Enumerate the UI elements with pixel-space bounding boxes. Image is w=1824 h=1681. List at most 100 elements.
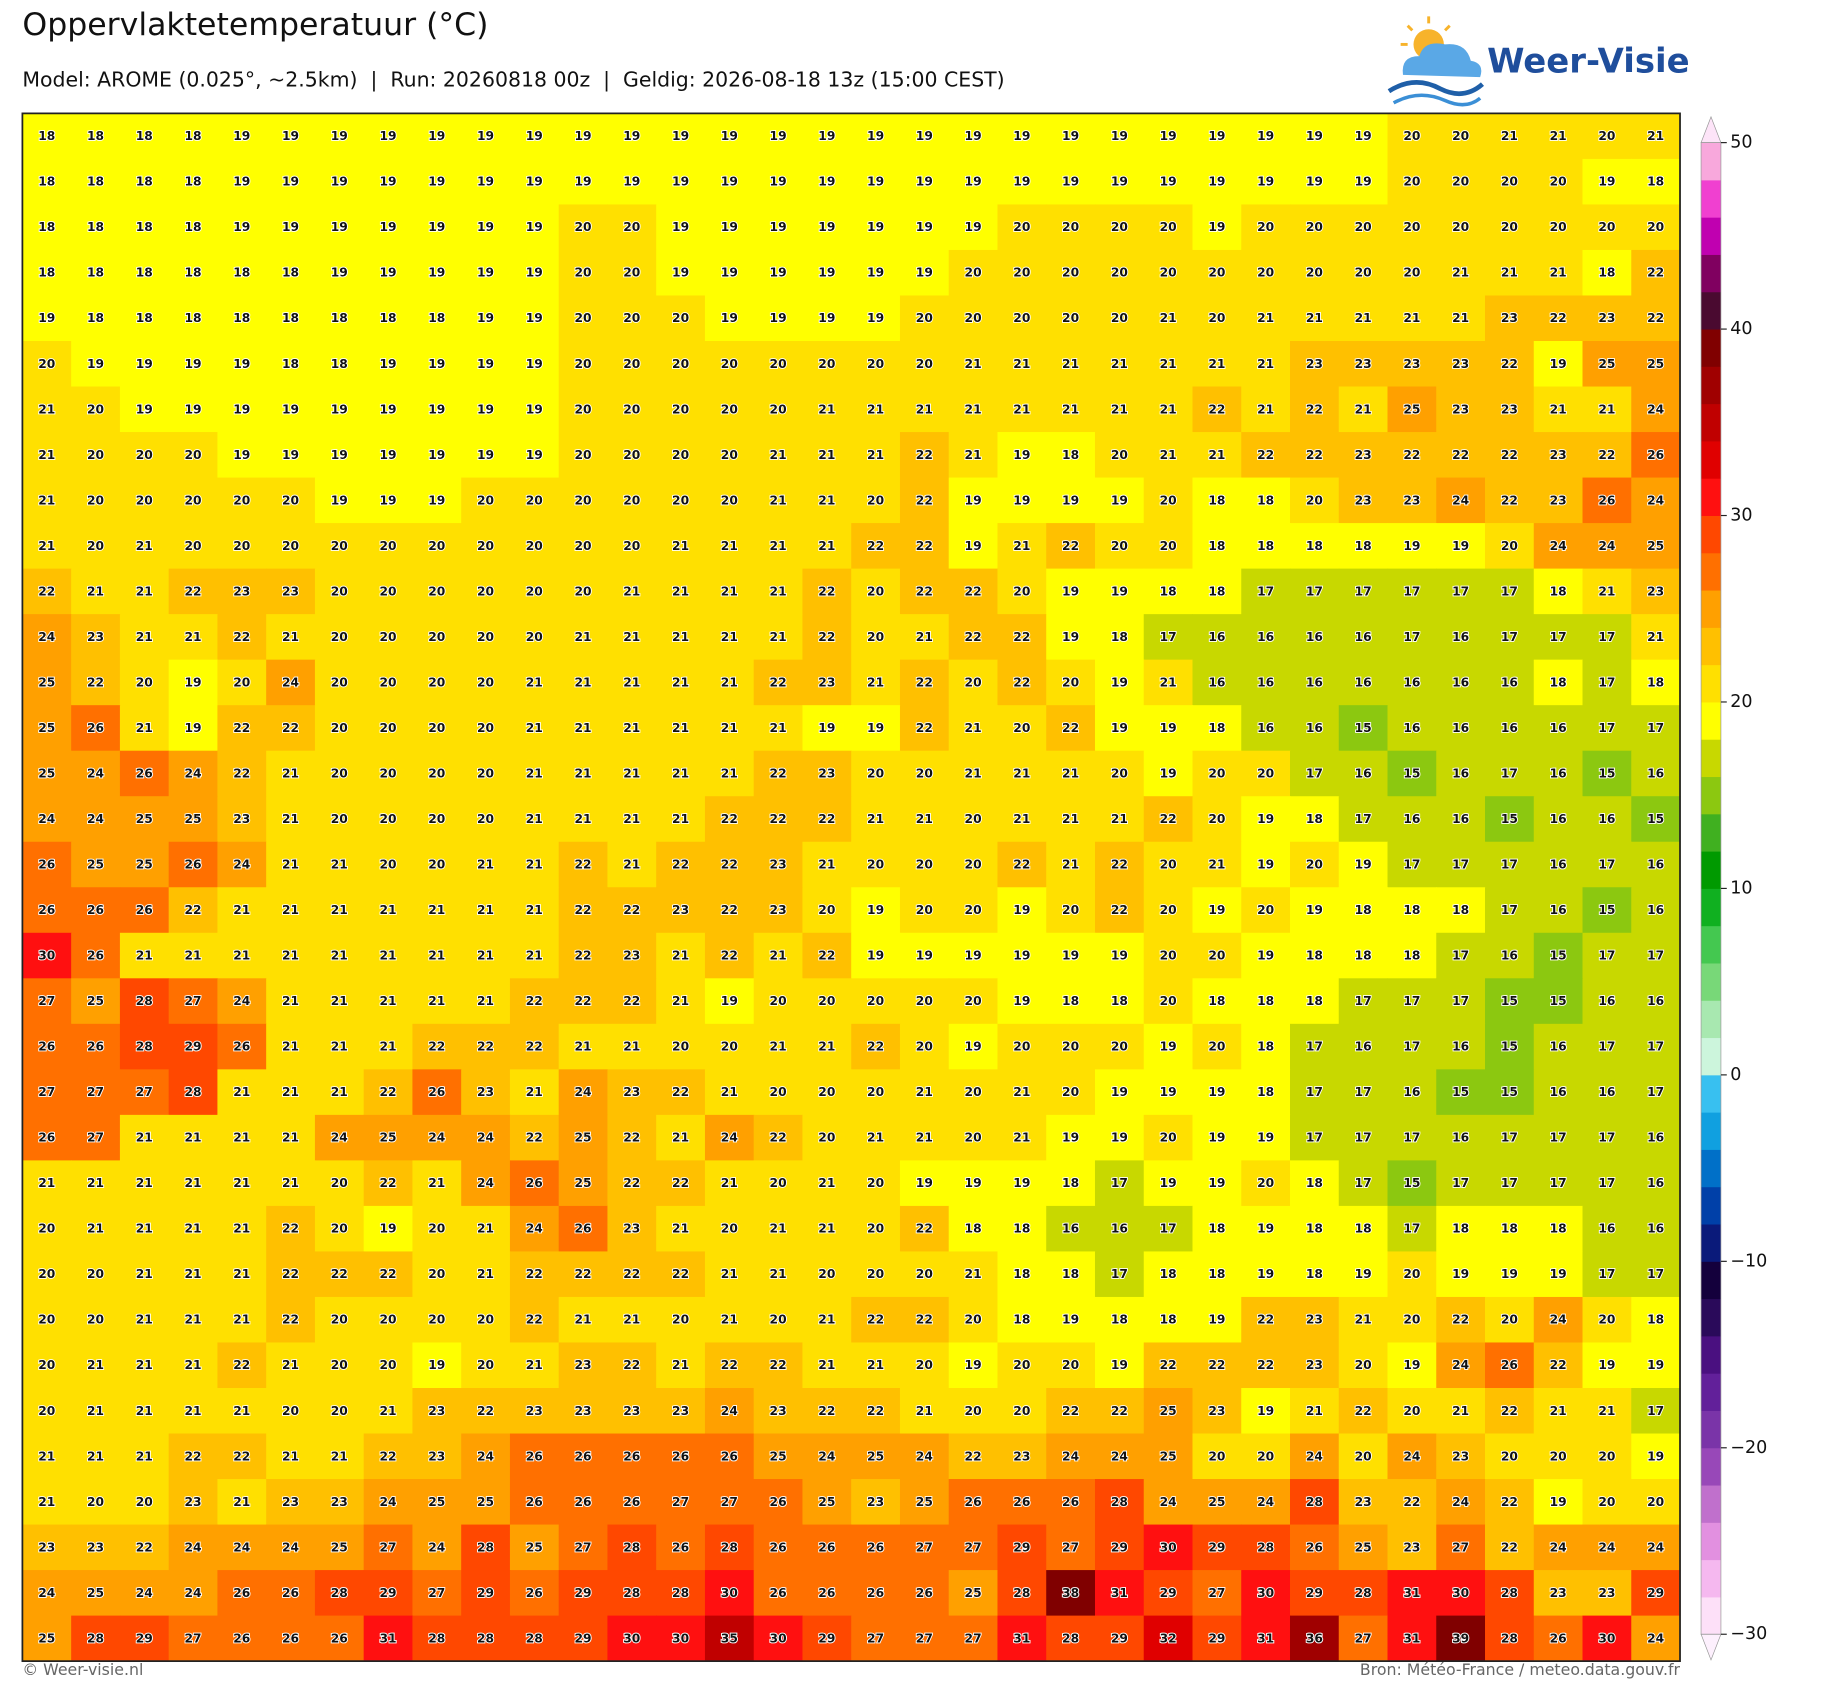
temperature-label: 28	[1501, 1631, 1518, 1645]
temperature-cell	[948, 887, 999, 934]
temperature-label: 22	[721, 857, 738, 871]
temperature-cell	[948, 295, 999, 342]
temperature-cell	[1289, 614, 1340, 661]
temperature-cell	[1192, 477, 1242, 524]
temperature-label: 22	[526, 994, 543, 1008]
temperature-cell	[1631, 204, 1681, 251]
temperature-cell	[997, 340, 1047, 388]
temperature-label: 27	[575, 1540, 592, 1554]
temperature-label: 22	[623, 1176, 640, 1190]
temperature-cell	[168, 204, 219, 251]
temperature-label: 20	[87, 448, 104, 462]
temperature-label: 22	[916, 493, 933, 507]
temperature-label: 19	[1111, 1085, 1128, 1099]
temperature-cell	[1094, 1342, 1145, 1389]
temperature-cell	[948, 523, 999, 570]
temperature-label: 21	[721, 675, 738, 689]
temperature-label: 21	[623, 675, 640, 689]
temperature-label: 19	[1013, 448, 1030, 462]
temperature-label: 18	[1355, 539, 1372, 553]
temperature-cell	[656, 1069, 706, 1116]
temperature-cell	[656, 1023, 706, 1070]
temperature-label: 19	[916, 1176, 933, 1190]
temperature-label: 20	[331, 1404, 348, 1418]
temperature-cell	[704, 1069, 755, 1116]
temperature-cell	[1192, 750, 1242, 797]
temperature-cell	[314, 204, 365, 251]
temperature-cell	[1241, 796, 1291, 843]
temperature-cell	[607, 295, 657, 342]
temperature-cell	[314, 1251, 365, 1298]
temperature-label: 20	[477, 766, 494, 780]
temperature-label: 22	[185, 1449, 202, 1463]
temperature-label: 20	[477, 812, 494, 826]
temperature-label: 23	[575, 1358, 592, 1372]
temperature-cell	[802, 523, 852, 570]
colorbar-segment	[1701, 1373, 1721, 1411]
colorbar-segment	[1701, 1112, 1721, 1150]
temperature-label: 19	[526, 266, 543, 280]
temperature-cell	[802, 249, 852, 297]
temperature-cell	[363, 1387, 414, 1435]
temperature-label: 21	[428, 1176, 445, 1190]
temperature-cell	[412, 614, 462, 661]
temperature-cell	[1533, 1251, 1584, 1298]
temperature-label: 22	[1647, 266, 1664, 280]
temperature-cell	[1046, 1296, 1096, 1344]
temperature-label: 21	[282, 1449, 299, 1463]
temperature-cell	[1046, 887, 1096, 934]
temperature-cell	[1436, 796, 1486, 843]
temperature-cell	[119, 340, 170, 388]
colorbar-segment	[1701, 1410, 1721, 1449]
temperature-label: 20	[1452, 220, 1469, 234]
temperature-label: 20	[428, 1222, 445, 1236]
temperature-cell	[461, 1296, 511, 1344]
temperature-cell	[997, 432, 1047, 479]
temperature-cell	[899, 705, 950, 752]
temperature-cell	[1387, 1160, 1437, 1207]
temperature-label: 19	[1355, 175, 1372, 189]
temperature-label: 21	[526, 949, 543, 963]
temperature-cell	[1094, 1387, 1145, 1435]
temperature-cell	[461, 477, 511, 524]
temperature-cell	[607, 1069, 657, 1116]
temperature-cell	[168, 841, 219, 888]
temperature-label: 20	[672, 402, 689, 416]
temperature-cell	[899, 204, 950, 251]
colorbar-segment	[1701, 1522, 1721, 1561]
temperature-cell	[851, 568, 901, 615]
temperature-cell	[899, 249, 950, 297]
temperature-label: 21	[185, 1176, 202, 1190]
temperature-label: 19	[770, 175, 787, 189]
temperature-label: 20	[233, 539, 250, 553]
temperature-label: 21	[672, 721, 689, 735]
temperature-label: 20	[575, 402, 592, 416]
temperature-cell	[363, 1205, 414, 1253]
temperature-cell	[1338, 614, 1389, 661]
temperature-cell	[71, 523, 121, 570]
temperature-cell	[802, 932, 852, 979]
temperature-label: 20	[1208, 1040, 1225, 1054]
temperature-cell	[1192, 705, 1242, 752]
temperature-cell	[1192, 1069, 1242, 1116]
temperature-cell	[1241, 1342, 1291, 1389]
temperature-cell	[948, 1114, 999, 1161]
temperature-cell	[753, 841, 804, 888]
temperature-cell	[1046, 705, 1096, 752]
temperature-cell	[266, 1251, 316, 1298]
temperature-label: 22	[1160, 1358, 1177, 1372]
temperature-label: 21	[1062, 812, 1079, 826]
temperature-cell	[1046, 659, 1096, 706]
temperature-cell	[1582, 340, 1632, 388]
temperature-label: 24	[1647, 1540, 1664, 1554]
temperature-cell	[1143, 1160, 1194, 1207]
temperature-label: 24	[1598, 539, 1615, 553]
temperature-cell	[1387, 1296, 1437, 1344]
temperature-label: 16	[1452, 630, 1469, 644]
temperature-label: 22	[1501, 448, 1518, 462]
temperature-label: 20	[1013, 266, 1030, 280]
temperature-cell	[363, 1069, 414, 1116]
temperature-label: 26	[575, 1222, 592, 1236]
temperature-cell	[1387, 249, 1437, 297]
temperature-label: 20	[428, 630, 445, 644]
